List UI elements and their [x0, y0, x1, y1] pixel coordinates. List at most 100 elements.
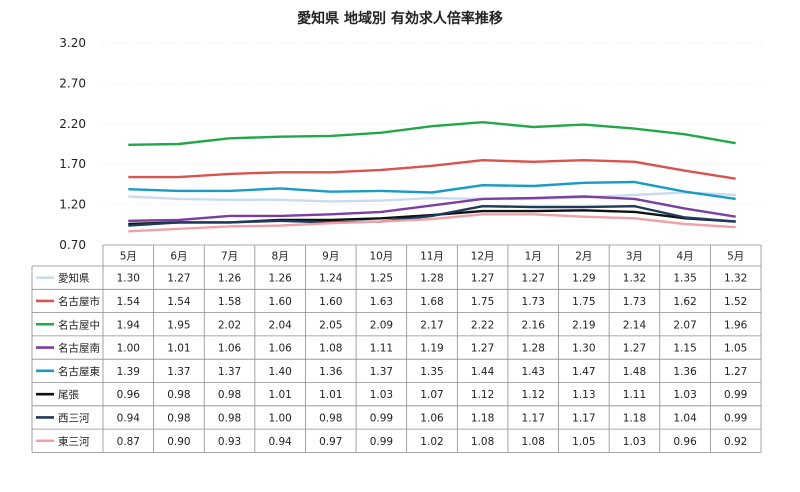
table-cell: 1.35: [420, 366, 443, 378]
table-cell: 0.87: [117, 436, 140, 448]
table-cell: 0.99: [724, 412, 747, 424]
series-label: 西三河: [58, 412, 90, 424]
table-cell: 1.28: [522, 343, 545, 355]
series-label: 名古屋市: [58, 295, 100, 308]
table-cell: 1.25: [370, 273, 393, 285]
table-cell: 2.16: [522, 319, 546, 331]
table-cell: 1.60: [268, 296, 291, 308]
table-cell: 1.62: [673, 296, 696, 308]
x-category-label: 3月: [626, 251, 643, 263]
table-cell: 0.96: [117, 389, 141, 401]
table-cell: 1.48: [623, 366, 646, 378]
table-cell: 1.18: [623, 412, 646, 424]
table-cell: 0.98: [218, 412, 241, 424]
table-cell: 2.04: [268, 319, 292, 331]
table-cell: 1.03: [370, 389, 393, 401]
table-cell: 1.27: [471, 273, 494, 285]
table-cell: 1.03: [673, 389, 696, 401]
table-cell: 1.19: [420, 343, 443, 355]
chart-title: 愛知県 地域別 有効求人倍率推移: [297, 11, 503, 27]
table-cell: 0.92: [724, 436, 747, 448]
table-cell: 1.17: [522, 412, 545, 424]
table-cell: 1.40: [268, 366, 291, 378]
table-cell: 1.01: [319, 389, 342, 401]
table-cell: 1.44: [471, 366, 495, 378]
table-cell: 1.06: [218, 343, 242, 355]
table-cell: 1.95: [167, 319, 190, 331]
series-line: [128, 158, 736, 180]
series-line: [128, 120, 736, 146]
table-cell: 1.18: [471, 412, 494, 424]
table-cell: 0.96: [673, 436, 697, 448]
y-tick-label: 2.70: [59, 76, 86, 90]
table-cell: 0.99: [370, 436, 393, 448]
table-cell: 1.08: [471, 436, 494, 448]
table-cell: 0.99: [724, 389, 747, 401]
table-cell: 1.73: [522, 296, 545, 308]
y-tick-label: 2.20: [59, 117, 86, 131]
table-cell: 2.02: [218, 319, 241, 331]
x-category-label: 8月: [272, 251, 289, 263]
table-cell: 1.05: [572, 436, 595, 448]
table-cell: 0.93: [218, 436, 241, 448]
table-cell: 1.29: [572, 273, 595, 285]
table-cell: 1.35: [673, 273, 696, 285]
table-cell: 1.08: [522, 436, 545, 448]
y-tick-label: 1.20: [59, 198, 86, 212]
y-tick-label: 3.20: [59, 36, 86, 50]
table-cell: 1.54: [167, 296, 191, 308]
table-cell: 1.94: [117, 319, 141, 331]
table-cell: 1.12: [522, 389, 545, 401]
table-cell: 1.06: [268, 343, 292, 355]
table-cell: 1.37: [370, 366, 393, 378]
table-cell: 1.75: [471, 296, 494, 308]
table-cell: 1.47: [572, 366, 595, 378]
table-cell: 2.05: [319, 319, 342, 331]
table-cell: 1.15: [673, 343, 696, 355]
table-cell: 1.63: [370, 296, 393, 308]
table-cell: 0.98: [167, 412, 190, 424]
x-category-label: 12月: [471, 251, 495, 263]
table-cell: 1.27: [522, 273, 545, 285]
table-cell: 1.01: [167, 343, 190, 355]
table-cell: 2.17: [420, 319, 443, 331]
table-cell: 1.26: [218, 273, 242, 285]
series-line: [128, 195, 736, 222]
table-cell: 1.43: [522, 366, 545, 378]
table-cell: 1.37: [218, 366, 241, 378]
table-cell: 1.27: [167, 273, 190, 285]
table-cell: 0.99: [370, 412, 393, 424]
table-cell: 2.22: [471, 319, 494, 331]
x-category-label: 10月: [369, 251, 393, 263]
table-cell: 1.36: [673, 366, 697, 378]
table-cell: 1.05: [724, 343, 747, 355]
table-cell: 0.94: [117, 412, 141, 424]
series-label: 東三河: [58, 435, 90, 448]
series-label: 名古屋南: [58, 342, 100, 355]
y-axis-ticks: 3.20 2.70 2.20 1.70 1.20 0.70: [59, 36, 86, 252]
table-cell: 1.28: [420, 273, 443, 285]
x-category-label: 7月: [221, 251, 238, 263]
x-category-label: 2月: [575, 251, 592, 263]
table-cell: 1.58: [218, 296, 241, 308]
table-cell: 0.90: [167, 436, 190, 448]
table-cell: 1.26: [268, 273, 292, 285]
y-tick-label: 0.70: [59, 238, 86, 252]
y-tick-label: 1.70: [59, 157, 86, 171]
table-cell: 1.24: [319, 273, 343, 285]
table-cell: 1.36: [319, 366, 343, 378]
gridlines: [103, 42, 761, 206]
x-category-label: 1月: [525, 251, 542, 263]
table-cell: 1.07: [420, 389, 443, 401]
series-label: 愛知県: [58, 272, 90, 285]
table-cell: 1.00: [117, 343, 140, 355]
table-cell: 2.07: [673, 319, 696, 331]
table-cell: 1.27: [623, 343, 646, 355]
table-cell: 1.13: [572, 389, 595, 401]
series-label: 名古屋東: [58, 365, 100, 378]
table-cell: 1.01: [268, 389, 291, 401]
table-cell: 1.04: [673, 412, 697, 424]
table-cell: 1.27: [724, 366, 747, 378]
